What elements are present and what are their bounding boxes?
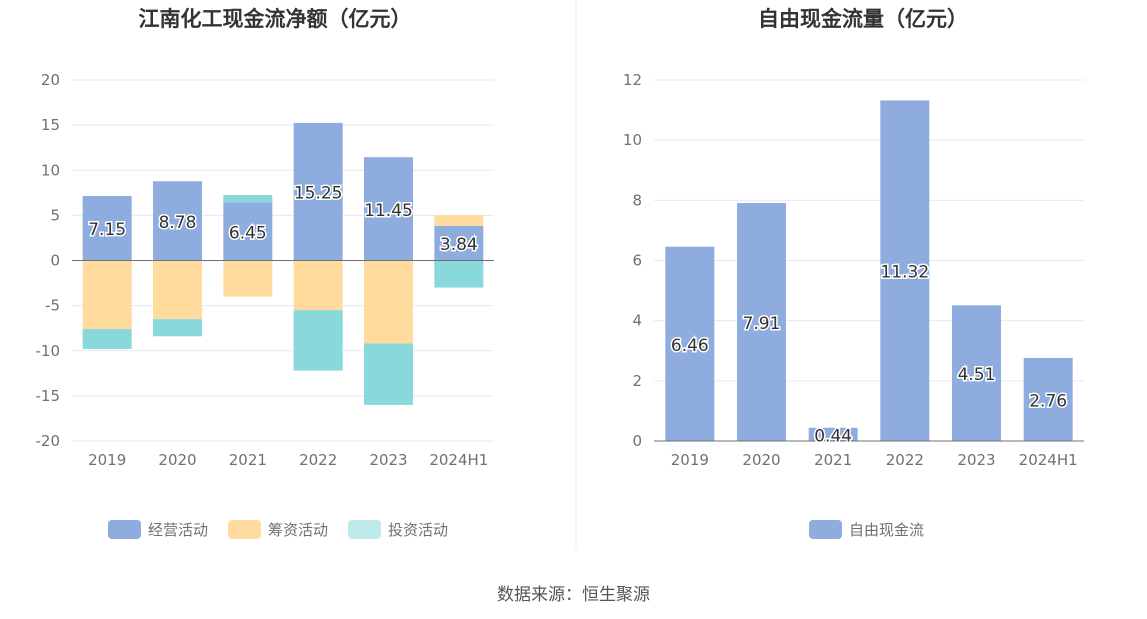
x-tick-label: 2020: [158, 451, 196, 469]
bar-investing: [293, 310, 343, 371]
data-label: 11.45: [364, 201, 413, 221]
bar-investing: [223, 195, 273, 203]
bar-free_cash_flow: [737, 203, 786, 441]
legend-swatch-financing[interactable]: [228, 520, 261, 539]
data-label: 4.51: [958, 365, 996, 385]
bar-operating: [223, 202, 273, 261]
free-cash-flow-chart: 自由现金流量（亿元） 12 10 8 6 4 2 0 2019 2020 2021 2022 2023 2…: [623, 7, 1084, 539]
y-tick-label: -15: [36, 387, 61, 405]
y-tick-label: 10: [623, 131, 642, 149]
y-tick-label: 12: [623, 71, 642, 89]
y-tick-label: 0: [632, 432, 642, 450]
bar-operating: [434, 225, 484, 261]
legend-label-operating[interactable]: 经营活动: [148, 521, 208, 539]
data-label: 7.15: [88, 220, 126, 240]
x-tick-label: 2020: [742, 451, 780, 469]
bar-financing: [82, 260, 132, 330]
y-tick-label: 4: [632, 312, 642, 330]
bar-free_cash_flow: [808, 427, 858, 441]
x-tick-label: 2022: [886, 451, 924, 469]
x-tick-label: 2019: [88, 451, 126, 469]
bar-free_cash_flow: [665, 246, 715, 441]
data-label: 8.78: [159, 213, 197, 233]
data-label: 3.84: [440, 235, 478, 255]
data-label: 7.91: [743, 314, 781, 334]
x-tick-label: 2024H1: [1019, 451, 1078, 469]
x-tick-label: 2024H1: [429, 451, 488, 469]
bar-free_cash_flow: [1023, 357, 1073, 441]
bar-free_cash_flow: [880, 100, 930, 441]
bar-financing: [293, 260, 343, 311]
y-tick-label: -20: [36, 432, 61, 450]
data-label: 0.44: [814, 426, 852, 446]
bar-operating: [153, 181, 202, 261]
bar-investing: [434, 260, 484, 288]
legend-label-investing[interactable]: 投资活动: [388, 521, 448, 539]
data-label: 6.46: [671, 336, 709, 356]
y-tick-label: 6: [632, 252, 642, 270]
y-tick-label: 0: [50, 252, 60, 270]
data-label: 2.76: [1029, 391, 1067, 411]
bar-investing: [153, 319, 202, 337]
data-label: 6.45: [229, 223, 267, 243]
data-label: 11.32: [880, 263, 929, 283]
y-tick-label: 8: [632, 191, 642, 209]
bar-financing: [153, 260, 202, 320]
bar-investing: [82, 329, 132, 349]
bar-operating: [364, 157, 413, 261]
chart-title: 自由现金流量（亿元）: [758, 7, 968, 31]
y-tick-label: 20: [41, 71, 60, 89]
bar-financing: [223, 260, 273, 297]
bar-operating: [82, 195, 132, 261]
cash-flow-net-chart: 江南化工现金流净额（亿元） 20 15 10 5 0 -5 -10 -15 -20 2019 2020…: [36, 7, 494, 539]
legend-label-financing[interactable]: 筹资活动: [268, 521, 328, 539]
legend-swatch-operating[interactable]: [108, 520, 141, 539]
data-label: 15.25: [294, 184, 343, 204]
y-tick-label: -5: [45, 297, 60, 315]
y-tick-label: 5: [50, 206, 60, 224]
legend-swatch-free_cash_flow[interactable]: [809, 520, 842, 539]
bar-investing: [364, 343, 413, 405]
y-tick-label: 15: [41, 116, 60, 134]
bar-financing: [434, 215, 484, 226]
x-tick-label: 2022: [299, 451, 337, 469]
x-tick-label: 2021: [229, 451, 267, 469]
legend-label-free_cash_flow[interactable]: 自由现金流: [849, 521, 924, 539]
data-source-note: 数据来源：恒生聚源: [497, 585, 650, 605]
y-tick-label: -10: [36, 342, 61, 360]
x-tick-label: 2019: [671, 451, 709, 469]
y-tick-label: 10: [41, 161, 60, 179]
bar-financing: [364, 260, 413, 344]
legend-swatch-investing[interactable]: [348, 520, 381, 539]
x-tick-label: 2023: [957, 451, 995, 469]
y-tick-label: 2: [632, 372, 642, 390]
bar-free_cash_flow: [952, 305, 1001, 441]
x-tick-label: 2021: [814, 451, 852, 469]
x-tick-label: 2023: [369, 451, 407, 469]
bar-operating: [293, 122, 343, 261]
chart-title: 江南化工现金流净额（亿元）: [139, 7, 412, 31]
